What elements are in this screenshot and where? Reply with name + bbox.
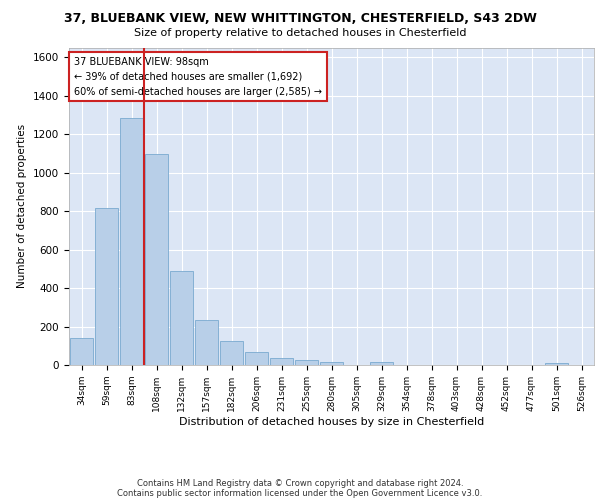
Bar [269,358,293,365]
Bar [245,352,268,365]
Text: Contains HM Land Registry data © Crown copyright and database right 2024.: Contains HM Land Registry data © Crown c… [137,478,463,488]
Bar [70,338,94,365]
Bar [170,270,193,365]
Bar [295,360,319,365]
Bar [194,320,218,365]
Bar [320,362,343,365]
Bar [145,154,169,365]
Bar [220,341,244,365]
Bar [95,208,118,365]
Text: 37 BLUEBANK VIEW: 98sqm
← 39% of detached houses are smaller (1,692)
60% of semi: 37 BLUEBANK VIEW: 98sqm ← 39% of detache… [74,57,322,96]
Text: Size of property relative to detached houses in Chesterfield: Size of property relative to detached ho… [134,28,466,38]
Bar [545,362,568,365]
Text: Contains public sector information licensed under the Open Government Licence v3: Contains public sector information licen… [118,488,482,498]
Text: 37, BLUEBANK VIEW, NEW WHITTINGTON, CHESTERFIELD, S43 2DW: 37, BLUEBANK VIEW, NEW WHITTINGTON, CHES… [64,12,536,26]
X-axis label: Distribution of detached houses by size in Chesterfield: Distribution of detached houses by size … [179,416,484,426]
Bar [119,118,143,365]
Bar [370,362,394,365]
Y-axis label: Number of detached properties: Number of detached properties [17,124,28,288]
